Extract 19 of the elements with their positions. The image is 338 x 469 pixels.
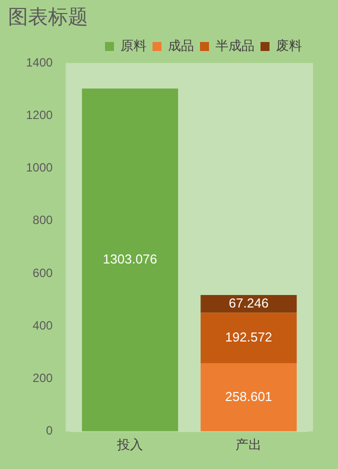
- y-tick-label: 600: [32, 266, 54, 280]
- legend-label: 原料: [120, 38, 146, 54]
- data-label: 67.246: [228, 295, 269, 310]
- y-tick-label: 800: [32, 213, 54, 228]
- legend-label: 半成品: [216, 38, 254, 54]
- y-tick-label: 200: [32, 371, 54, 386]
- data-label: 1303.076: [102, 252, 158, 267]
- x-tick-label: 投入: [116, 436, 144, 452]
- x-tick-label: 产出: [236, 436, 262, 452]
- legend-label: 成品: [168, 38, 194, 54]
- y-tick-label: 1400: [26, 55, 54, 70]
- y-tick-label: 400: [32, 318, 54, 332]
- y-tick-label: 1000: [26, 160, 54, 175]
- y-tick-label: 1200: [26, 108, 54, 122]
- chart-title: 图表标题: [8, 6, 88, 29]
- data-label: 258.601: [225, 388, 272, 404]
- y-tick-label: 0: [46, 424, 54, 438]
- data-label: 192.572: [225, 330, 272, 345]
- legend-label: 废料: [276, 38, 302, 54]
